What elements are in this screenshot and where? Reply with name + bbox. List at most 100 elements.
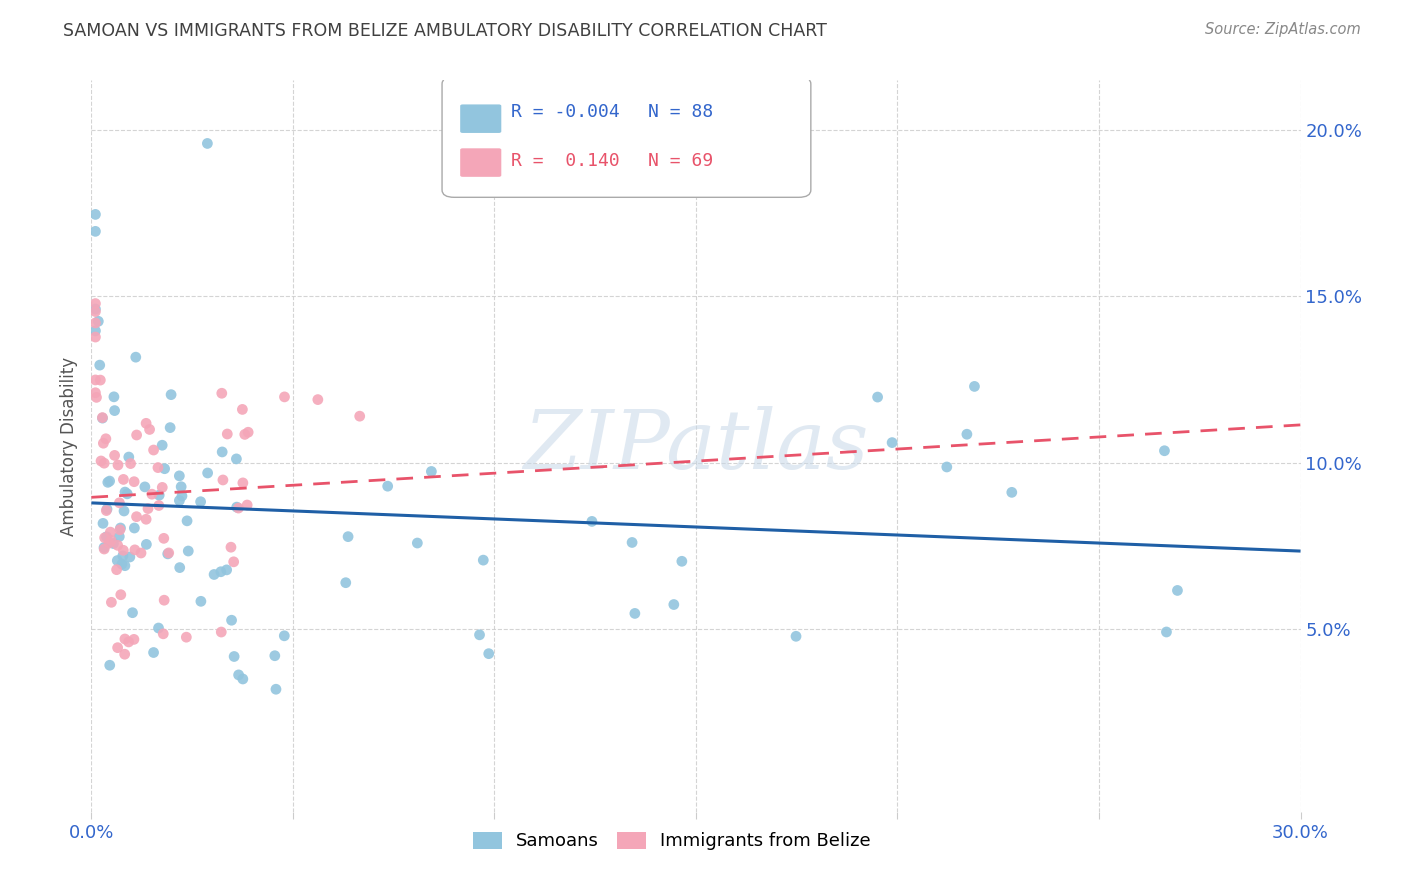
- Point: [112, 504, 135, 518]
- Point: [221, 613, 243, 627]
- Point: [98, 658, 121, 673]
- Point: [150, 438, 173, 452]
- Point: [141, 487, 163, 501]
- Point: [190, 494, 212, 508]
- Point: [671, 554, 693, 568]
- Point: [135, 417, 157, 431]
- Point: [263, 648, 285, 663]
- Text: R = -0.004: R = -0.004: [510, 103, 620, 120]
- Point: [96, 503, 118, 517]
- Point: [621, 535, 644, 549]
- Point: [211, 386, 233, 401]
- Point: [93, 456, 115, 470]
- Point: [93, 436, 115, 450]
- Point: [108, 530, 131, 544]
- Point: [103, 390, 125, 404]
- Point: [785, 629, 807, 643]
- Point: [176, 630, 198, 644]
- Point: [225, 451, 247, 466]
- Point: [148, 621, 170, 635]
- Point: [114, 485, 136, 500]
- Point: [98, 474, 121, 488]
- Point: [228, 668, 250, 682]
- Point: [125, 428, 148, 442]
- Point: [177, 544, 200, 558]
- Point: [129, 546, 152, 560]
- Point: [146, 460, 169, 475]
- Point: [1156, 625, 1178, 640]
- Point: [112, 543, 135, 558]
- Point: [1001, 485, 1024, 500]
- Point: [233, 427, 256, 442]
- Point: [273, 629, 295, 643]
- Point: [93, 542, 115, 557]
- Point: [160, 387, 183, 401]
- Point: [170, 489, 193, 503]
- Point: [190, 594, 212, 608]
- Point: [124, 542, 146, 557]
- Point: [84, 224, 107, 238]
- Point: [84, 207, 107, 221]
- Point: [108, 523, 131, 537]
- Point: [111, 549, 134, 563]
- Point: [114, 647, 136, 661]
- Legend: Samoans, Immigrants from Belize: Samoans, Immigrants from Belize: [465, 824, 879, 857]
- Point: [125, 509, 148, 524]
- Point: [478, 647, 501, 661]
- Point: [468, 628, 491, 642]
- Point: [169, 560, 191, 574]
- Point: [93, 541, 115, 555]
- FancyBboxPatch shape: [460, 148, 502, 177]
- Point: [1166, 583, 1188, 598]
- Point: [124, 521, 146, 535]
- Point: [662, 598, 685, 612]
- Point: [197, 136, 219, 151]
- Point: [134, 480, 156, 494]
- Point: [159, 420, 181, 434]
- Point: [225, 500, 247, 515]
- Point: [103, 536, 125, 550]
- Point: [153, 593, 176, 607]
- Point: [406, 536, 429, 550]
- Point: [121, 606, 143, 620]
- Point: [84, 316, 107, 330]
- Point: [231, 402, 253, 417]
- Text: Source: ZipAtlas.com: Source: ZipAtlas.com: [1205, 22, 1361, 37]
- Point: [91, 411, 114, 425]
- Point: [89, 373, 111, 387]
- Point: [232, 475, 254, 490]
- Point: [224, 649, 246, 664]
- Point: [84, 324, 107, 338]
- Point: [84, 330, 107, 344]
- Point: [150, 480, 173, 494]
- Point: [152, 627, 174, 641]
- Point: [335, 575, 357, 590]
- Point: [98, 525, 121, 540]
- Point: [107, 640, 129, 655]
- Point: [1153, 443, 1175, 458]
- Text: R =  0.140: R = 0.140: [510, 152, 620, 169]
- Point: [142, 646, 165, 660]
- Point: [217, 427, 239, 442]
- Point: [110, 588, 132, 602]
- Point: [169, 493, 191, 508]
- Point: [211, 445, 233, 459]
- Point: [125, 350, 148, 364]
- Point: [337, 530, 360, 544]
- Point: [307, 392, 329, 407]
- Point: [89, 358, 111, 372]
- FancyBboxPatch shape: [460, 104, 502, 133]
- Point: [110, 521, 132, 535]
- Point: [105, 563, 128, 577]
- Text: N = 88: N = 88: [648, 103, 713, 120]
- Point: [273, 390, 295, 404]
- Point: [107, 538, 129, 552]
- Point: [420, 465, 443, 479]
- Point: [377, 479, 399, 493]
- Point: [153, 461, 176, 475]
- Point: [114, 632, 136, 646]
- Point: [170, 480, 193, 494]
- Point: [176, 514, 198, 528]
- Point: [157, 546, 180, 560]
- Point: [219, 540, 242, 554]
